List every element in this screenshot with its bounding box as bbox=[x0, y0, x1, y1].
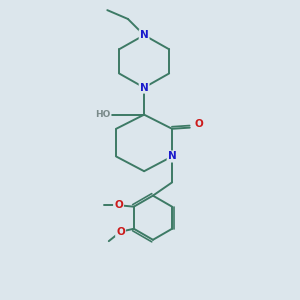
Text: O: O bbox=[116, 227, 125, 237]
Text: O: O bbox=[194, 119, 203, 129]
Text: O: O bbox=[114, 200, 123, 210]
Text: N: N bbox=[140, 30, 148, 40]
Text: HO: HO bbox=[95, 110, 110, 119]
Text: N: N bbox=[168, 152, 176, 161]
Text: N: N bbox=[140, 82, 148, 93]
